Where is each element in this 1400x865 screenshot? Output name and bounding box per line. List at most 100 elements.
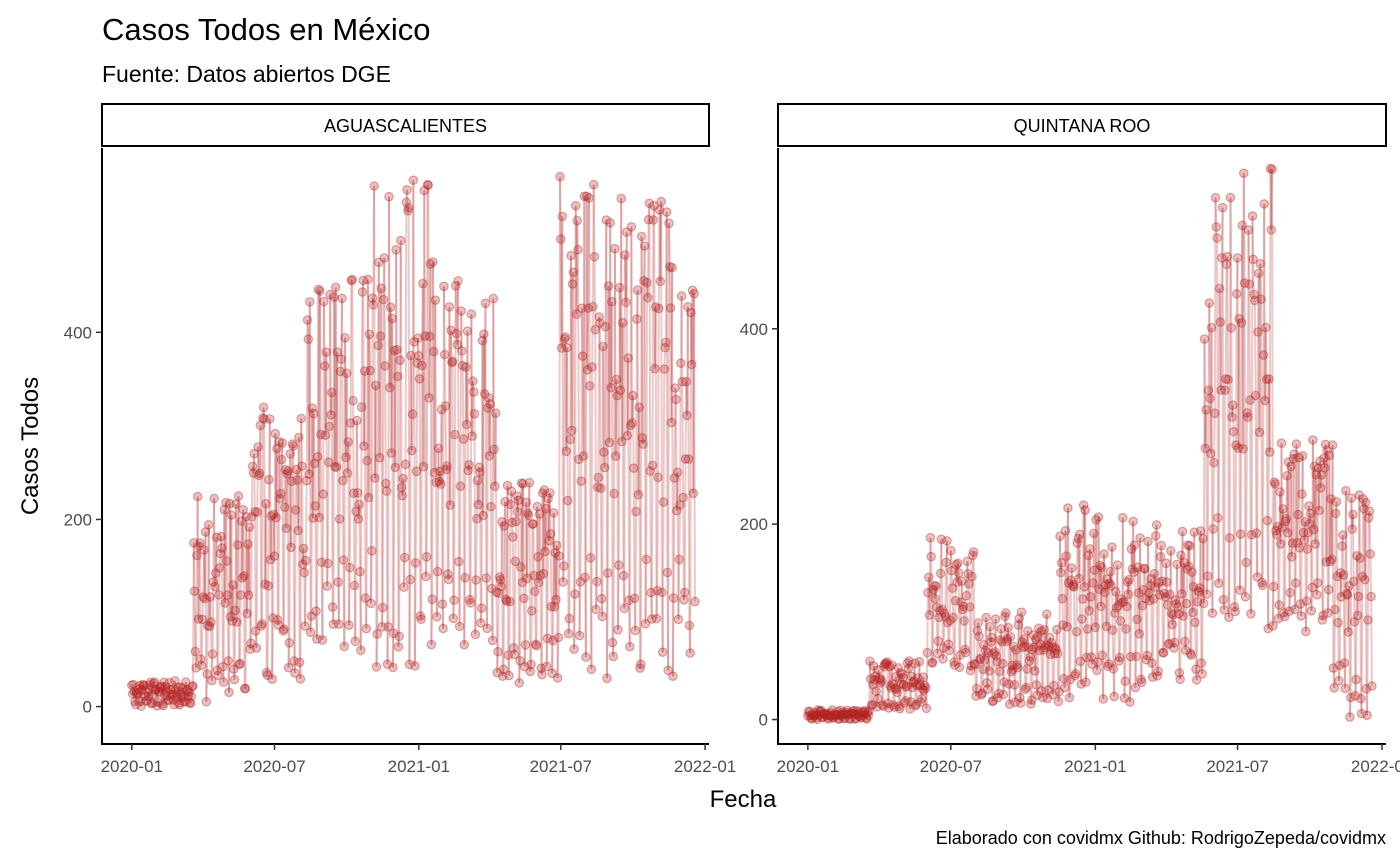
series-line-segment [914,703,918,707]
series-line-segment [995,655,999,662]
series-line-segment [1209,327,1213,454]
data-point [135,696,146,707]
data-point [156,681,167,691]
data-point [200,527,211,537]
data-point [836,710,847,721]
data-point [646,614,657,624]
series-line-segment [1196,590,1200,602]
series-line-segment [1334,501,1338,514]
series-line-segment [1343,662,1347,689]
data-point [1356,693,1366,704]
series-line-segment [633,598,637,631]
series-line-segment [1015,649,1018,666]
series-line-segment [259,425,263,627]
data-point [371,662,382,672]
series-line-segment [279,493,282,499]
series-line-segment [559,176,562,240]
data-point [968,547,979,557]
series-line-segment [1172,614,1175,649]
series-line-segment [327,426,331,463]
series-line-segment [572,272,576,650]
series-line-segment [1034,639,1038,686]
data-point [431,477,441,488]
data-point [364,329,375,340]
series-line-segment [428,336,431,398]
series-line-segment [131,684,135,694]
series-line-segment [1029,656,1032,705]
data-point [477,335,488,346]
series-line-segment [1357,494,1361,597]
data-point [342,468,353,478]
series-line-segment [388,196,391,388]
series-line-segment [185,688,189,692]
series-line-segment [271,618,274,680]
data-point [867,699,878,710]
data-point [635,663,645,673]
data-point [153,686,164,697]
series-line-segment [257,446,260,476]
series-line-segment [192,542,196,592]
data-point [212,665,223,676]
data-point [470,629,481,640]
data-point [392,344,402,355]
series-line-segment [1116,565,1120,606]
data-point [156,683,166,694]
series-line-segment [1333,513,1337,610]
data-point [1128,516,1138,527]
data-point [1052,648,1063,659]
series-line-segment [558,176,561,557]
series-line-segment [1051,646,1054,695]
series-line-segment [1294,443,1298,584]
series-line-segment [427,185,430,398]
data-point [1251,528,1262,538]
series-line-segment [1320,474,1324,621]
data-point [267,674,277,684]
series-line-segment [672,477,676,599]
series-line-segment [541,493,544,675]
data-point [588,179,599,190]
series-line-segment [1337,622,1340,681]
series-line-segment [346,441,350,474]
data-point [363,274,373,285]
series-line-segment [448,306,452,506]
data-point [1254,427,1265,438]
data-point [621,227,632,237]
data-point [677,376,688,387]
data-point [573,244,583,255]
series-line-segment [516,500,520,512]
data-point [647,460,658,471]
series-line-segment [1370,596,1373,687]
series-line-segment [207,524,211,627]
data-point [489,444,499,455]
series-line-segment [1132,521,1135,573]
data-point [207,675,217,686]
data-point [406,445,417,456]
series-line-segment [905,685,908,688]
series-line-segment [144,696,147,702]
data-point [1105,566,1116,577]
series-line-segment [1071,584,1075,587]
series-line-segment [528,482,532,672]
data-point [461,419,472,430]
data-point [1071,626,1082,637]
series-line-segment [457,561,461,627]
data-point [1151,520,1162,530]
series-line-segment [465,331,469,425]
data-point [986,632,997,643]
series-line-segment [1031,635,1035,650]
series-line-segment [283,469,287,508]
series-line-segment [377,262,381,458]
series-line-segment [501,669,505,677]
series-line-segment [148,682,152,686]
data-point [214,589,224,600]
data-point [566,425,577,436]
series-line-segment [1068,679,1072,698]
series-line-segment [1315,582,1319,595]
series-line-segment [881,704,885,707]
data-point [1111,586,1121,597]
data-point [163,695,173,705]
data-point [1215,317,1226,327]
series-line-segment [1158,556,1162,595]
series-line-segment [490,506,493,589]
data-point [532,501,543,512]
